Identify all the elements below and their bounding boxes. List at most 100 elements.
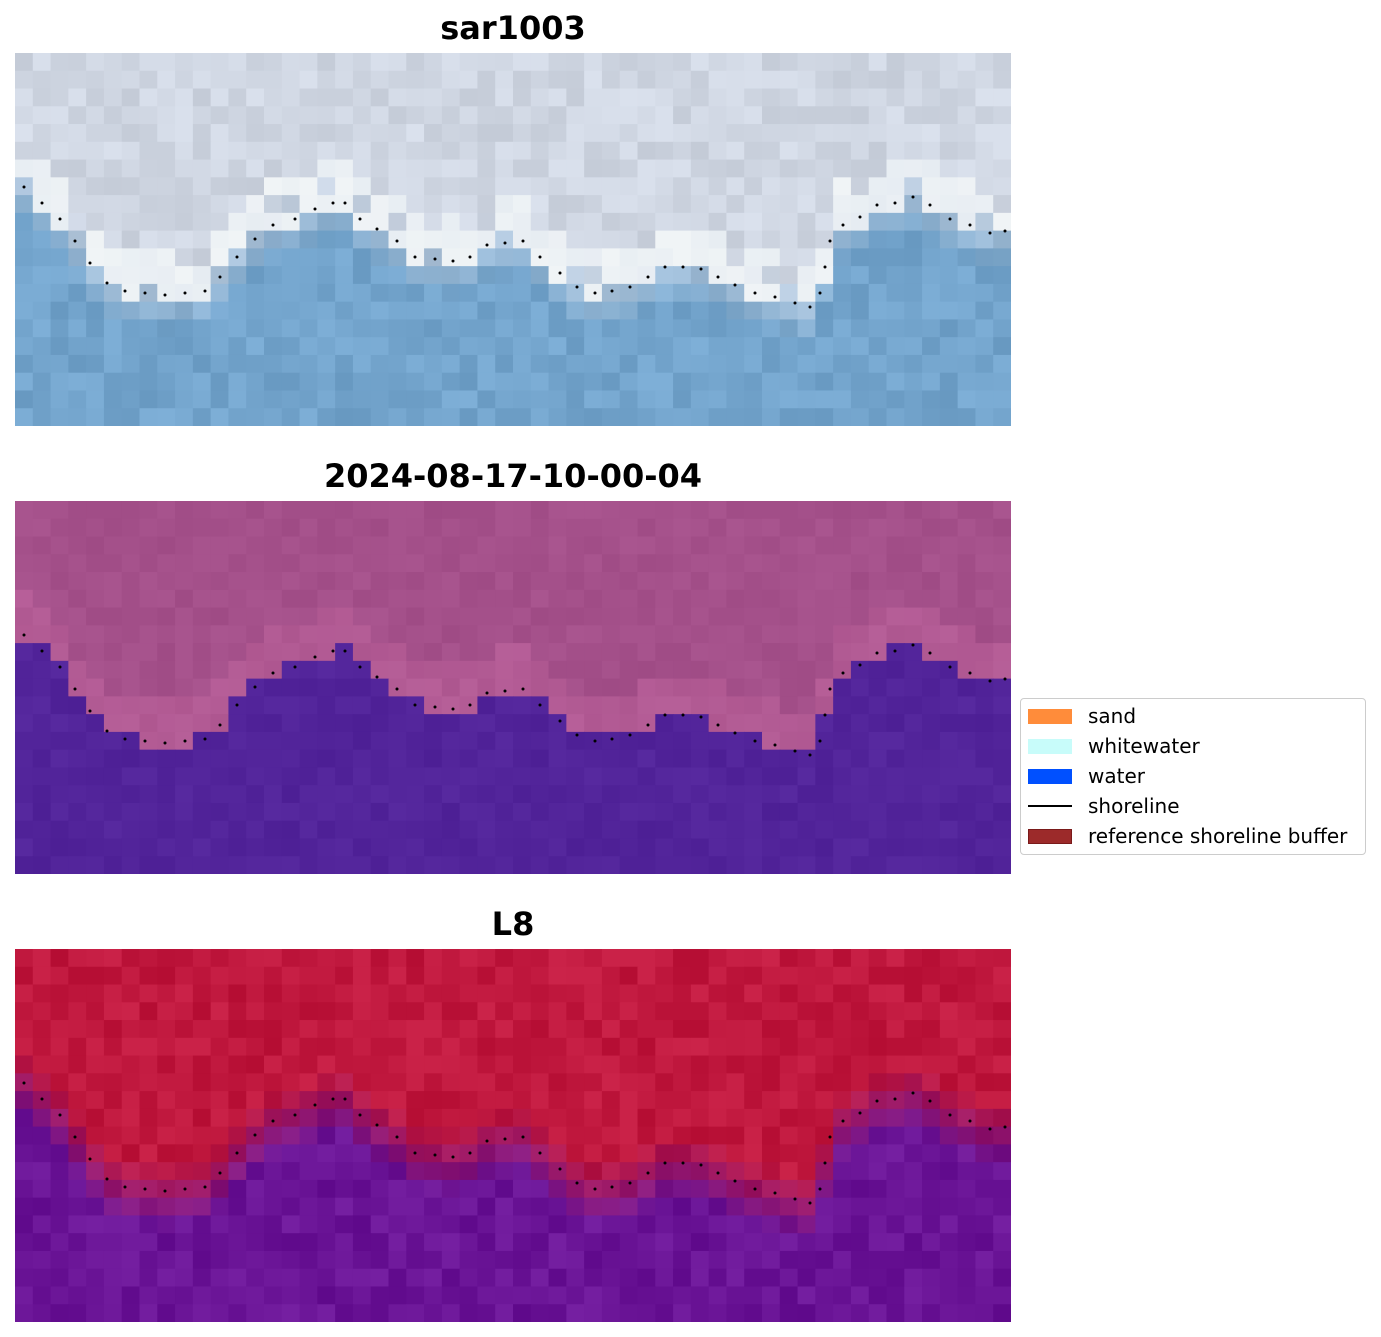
pixel-cell xyxy=(939,749,959,769)
pixel-cell xyxy=(335,554,354,573)
pixel-cell xyxy=(708,572,728,591)
pixel-cell xyxy=(175,501,194,520)
pixel-cell xyxy=(424,301,443,321)
pixel-cell xyxy=(86,572,105,591)
pixel-cell xyxy=(566,536,585,555)
pixel-cell xyxy=(762,536,781,555)
pixel-cell xyxy=(513,536,532,555)
pixel-cell xyxy=(103,785,123,804)
pixel-cell xyxy=(317,749,336,769)
pixel-cell xyxy=(673,820,692,840)
pixel-cell xyxy=(726,88,745,107)
pixel-cell xyxy=(744,1126,763,1145)
pixel-cell xyxy=(264,589,283,609)
pixel-cell xyxy=(299,1020,318,1039)
pixel-cell xyxy=(601,607,621,626)
pixel-cell xyxy=(459,856,479,874)
pixel-cell xyxy=(406,856,425,874)
pixel-cell xyxy=(530,554,550,573)
pixel-cell xyxy=(690,70,710,90)
pixel-cell xyxy=(32,390,52,409)
pixel-cell xyxy=(281,88,301,107)
pixel-cell xyxy=(210,195,230,214)
pixel-cell xyxy=(957,301,977,321)
pixel-cell xyxy=(370,536,390,555)
pixel-cell xyxy=(15,643,34,662)
pixel-cell xyxy=(637,319,656,338)
pixel-cell xyxy=(762,1197,781,1217)
pixel-cell xyxy=(922,230,941,249)
pixel-cell xyxy=(673,354,692,374)
pixel-cell xyxy=(637,248,656,267)
pixel-cell xyxy=(406,301,425,321)
pixel-cell xyxy=(317,1268,336,1288)
pixel-cell xyxy=(922,589,941,609)
pixel-cell xyxy=(15,1020,34,1039)
pixel-cell xyxy=(175,625,194,644)
pixel-cell xyxy=(441,1179,461,1199)
pixel-cell xyxy=(850,337,870,356)
pixel-cell xyxy=(886,607,905,626)
pixel-cell xyxy=(601,390,621,409)
pixel-cell xyxy=(690,785,710,804)
pixel-cell xyxy=(584,607,603,626)
pixel-cell xyxy=(68,501,87,520)
pixel-cell xyxy=(922,212,941,232)
pixel-cell xyxy=(32,1233,52,1252)
pixel-cell xyxy=(406,195,425,214)
pixel-cell xyxy=(86,678,105,697)
pixel-cell xyxy=(86,372,105,392)
shoreline-point xyxy=(911,195,915,199)
pixel-cell xyxy=(833,767,852,786)
pixel-cell xyxy=(797,501,816,520)
pixel-cell xyxy=(32,1126,52,1145)
pixel-cell xyxy=(495,124,514,143)
pixel-cell xyxy=(584,802,603,822)
pixel-cell xyxy=(886,1162,905,1181)
pixel-cell xyxy=(281,159,301,178)
pixel-cell xyxy=(175,266,194,285)
pixel-cell xyxy=(673,124,692,143)
pixel-cell xyxy=(655,177,674,196)
pixel-cell xyxy=(708,625,728,644)
pixel-cell xyxy=(459,1162,479,1181)
pixel-cell xyxy=(388,1197,407,1217)
pixel-cell xyxy=(815,536,834,555)
pixel-cell xyxy=(566,1108,585,1128)
pixel-cell xyxy=(708,319,728,338)
pixel-cell xyxy=(424,714,443,733)
pixel-cell xyxy=(370,501,390,520)
pixel-cell xyxy=(619,802,639,822)
pixel-cell xyxy=(299,1197,318,1217)
pixel-cell xyxy=(655,266,674,285)
pixel-cell xyxy=(477,124,496,143)
pixel-cell xyxy=(459,625,479,644)
pixel-cell xyxy=(779,177,799,196)
pixel-cell xyxy=(441,714,461,733)
pixel-cell xyxy=(157,319,176,338)
pixel-cell xyxy=(121,1215,141,1234)
pixel-cell xyxy=(584,1073,603,1092)
pixel-cell xyxy=(192,1073,212,1092)
pixel-cell xyxy=(584,1126,603,1145)
pixel-cell xyxy=(957,607,977,626)
pixel-cell xyxy=(352,643,372,662)
shoreline-point xyxy=(808,305,812,309)
pixel-cell xyxy=(15,141,34,161)
pixel-cell xyxy=(157,106,176,125)
pixel-cell xyxy=(513,1215,532,1234)
pixel-cell xyxy=(352,625,372,644)
pixel-cell xyxy=(513,354,532,374)
pixel-cell xyxy=(850,159,870,178)
pixel-cell xyxy=(175,1108,194,1128)
pixel-cell xyxy=(441,70,461,90)
pixel-cell xyxy=(264,1179,283,1199)
pixel-cell xyxy=(121,518,141,538)
pixel-cell xyxy=(121,1126,141,1145)
pixel-cell xyxy=(939,625,959,644)
pixel-cell xyxy=(548,767,567,786)
pixel-cell xyxy=(441,53,461,72)
pixel-cell xyxy=(281,1286,301,1305)
pixel-cell xyxy=(68,696,87,715)
pixel-cell xyxy=(673,195,692,214)
